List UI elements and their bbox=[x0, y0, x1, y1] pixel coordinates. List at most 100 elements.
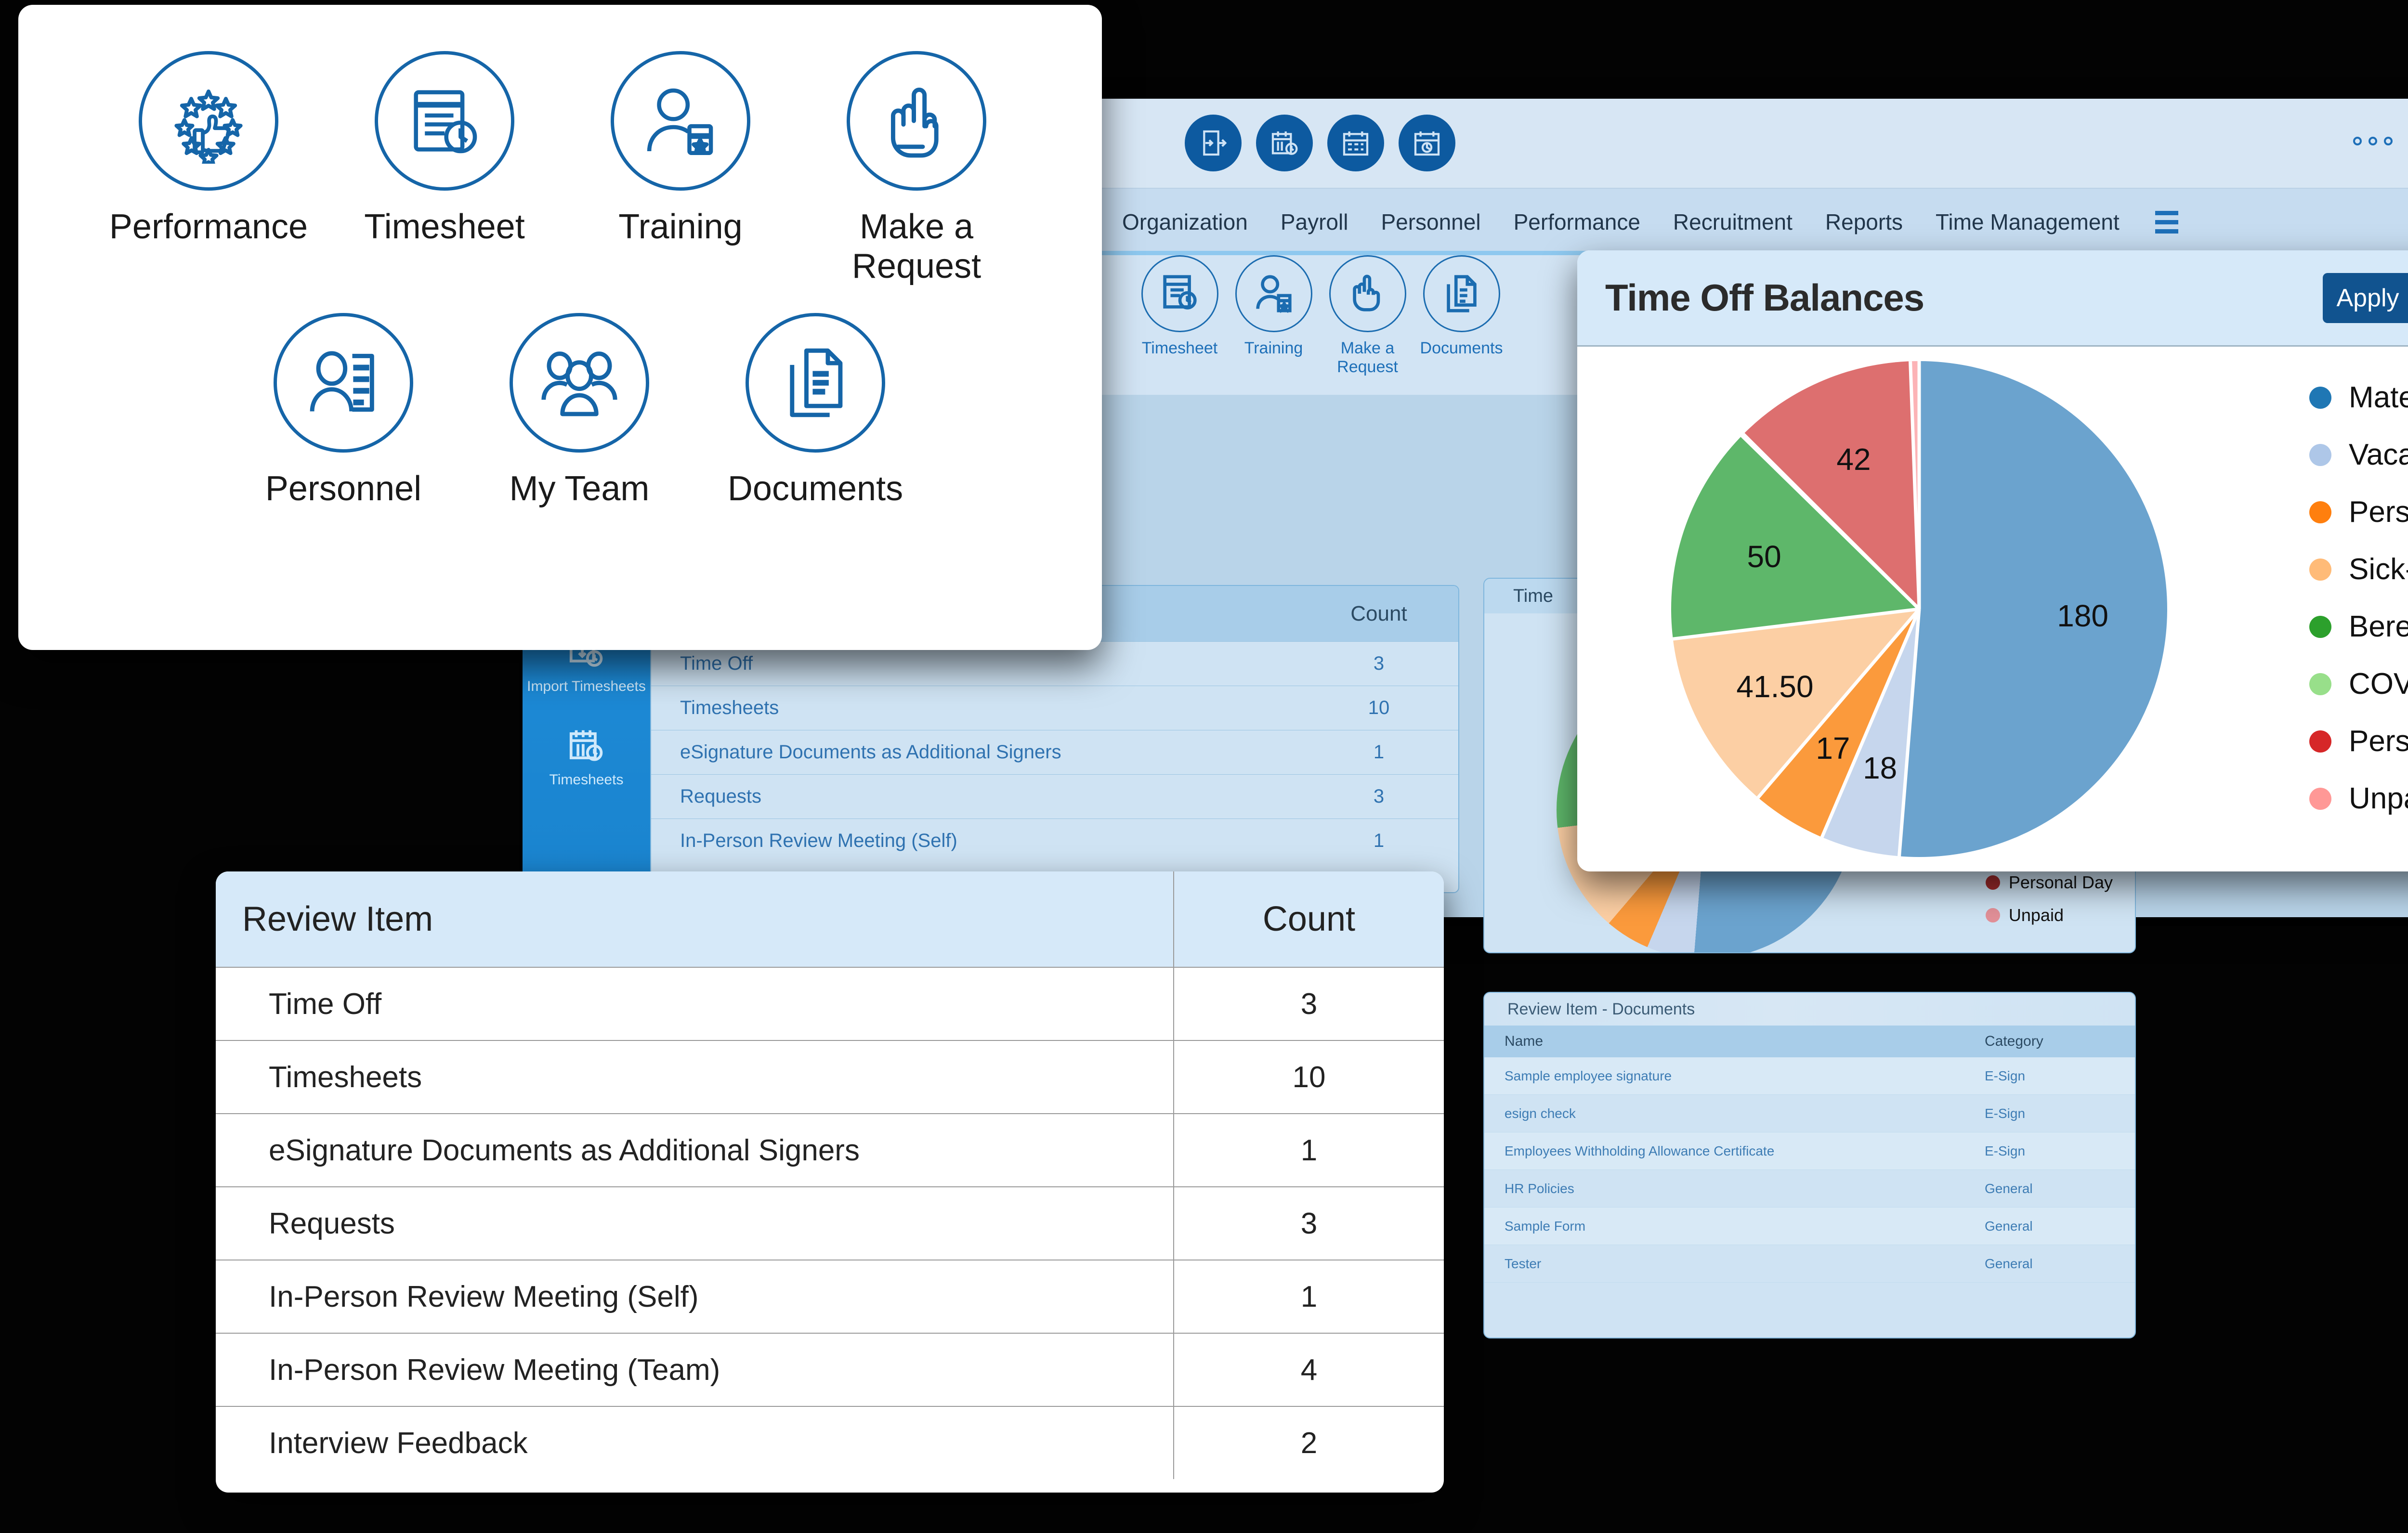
nav-item-payroll[interactable]: Payroll bbox=[1280, 209, 1348, 234]
cell-item: In-Person Review Meeting (Self) bbox=[216, 1260, 1174, 1333]
shortcut-documents[interactable]: Documents bbox=[697, 313, 933, 508]
rail-item-timesheets[interactable]: Timesheets bbox=[523, 725, 650, 789]
shortcut-performance[interactable]: Performance bbox=[91, 51, 327, 286]
rail-item-label: Timesheets bbox=[549, 771, 624, 788]
toolbar-right-group: 354 bbox=[2353, 112, 2408, 170]
legend-swatch-personal-day bbox=[2309, 730, 2331, 753]
pie-value-label: 180 bbox=[2057, 598, 2108, 633]
cell-item: Timesheets bbox=[680, 697, 779, 718]
legend-item[interactable]: Maternity bbox=[2309, 380, 2408, 415]
quick-action-make-a-request[interactable]: Make a Request bbox=[1321, 255, 1414, 377]
cell-count: 3 bbox=[1373, 786, 1385, 807]
legend-item: Personal Day bbox=[1985, 872, 2113, 893]
table-row[interactable]: Timesheets 10 bbox=[216, 1040, 1444, 1113]
app-nav: Organization Payroll Personnel Performan… bbox=[1064, 188, 2408, 255]
list-item[interactable]: HR Policies General bbox=[1484, 1170, 2135, 1208]
table-row[interactable]: eSignature Documents as Additional Signe… bbox=[216, 1113, 1444, 1186]
legend-item[interactable]: Vacation bbox=[2309, 438, 2408, 472]
cell-item: Requests bbox=[216, 1187, 1174, 1260]
nav-item-reports[interactable]: Reports bbox=[1825, 209, 1903, 234]
cell-count: 2 bbox=[1300, 1426, 1318, 1460]
nav-item-personnel[interactable]: Personnel bbox=[1381, 209, 1481, 234]
legend-item[interactable]: Sick-Hour bbox=[2309, 552, 2408, 586]
documents-panel: Review Item - Documents Name Category Sa… bbox=[1483, 992, 2136, 1338]
table-row[interactable]: In-Person Review Meeting (Self) 1 bbox=[216, 1260, 1444, 1333]
table-row[interactable]: eSignature Documents as Additional Signe… bbox=[651, 730, 1458, 774]
col-count: Count bbox=[1262, 900, 1356, 938]
cell-item: In-Person Review Meeting (Self) bbox=[680, 830, 957, 851]
punch-in-icon[interactable] bbox=[1185, 115, 1242, 171]
list-item[interactable]: Sample employee signature E-Sign bbox=[1484, 1057, 2135, 1095]
legend-label: Sick-Hour bbox=[2349, 553, 2408, 586]
page-title: Time Off Balances bbox=[1605, 276, 1924, 319]
quick-action-timesheet[interactable]: Timesheet bbox=[1133, 255, 1227, 358]
legend-item[interactable]: Bereavement bbox=[2309, 610, 2408, 644]
table-row[interactable]: Time Off 3 bbox=[216, 967, 1444, 1040]
nav-item-recruitment[interactable]: Recruitment bbox=[1673, 209, 1793, 234]
legend-swatch-sick-hour bbox=[2309, 558, 2331, 581]
calendar-icon[interactable] bbox=[1327, 115, 1384, 171]
table-row[interactable]: Requests 3 bbox=[216, 1186, 1444, 1260]
legend-label: Vacation bbox=[2349, 438, 2408, 471]
legend-item[interactable]: Personal bbox=[2309, 495, 2408, 529]
doc-category: E-Sign bbox=[1985, 1105, 2026, 1121]
list-item[interactable]: Sample Form General bbox=[1484, 1208, 2135, 1245]
nav-item-organization[interactable]: Organization bbox=[1122, 209, 1248, 234]
shortcut-label: My Team bbox=[509, 469, 650, 508]
quick-action-training[interactable]: Training bbox=[1227, 255, 1321, 358]
nav-item-time-management[interactable]: Time Management bbox=[1935, 209, 2120, 234]
pie-value-label: 42 bbox=[1836, 442, 1871, 477]
shortcut-personnel[interactable]: Personnel bbox=[225, 313, 461, 508]
shortcut-label: Documents bbox=[727, 469, 903, 508]
more-menu-icon[interactable] bbox=[2353, 137, 2393, 145]
table-row[interactable]: Interview Feedback 2 bbox=[216, 1406, 1444, 1479]
quick-action-documents[interactable]: Documents bbox=[1414, 255, 1508, 358]
hand-pointing-up-icon bbox=[1329, 255, 1406, 332]
doc-category: General bbox=[1985, 1181, 2033, 1196]
shortcut-timesheet[interactable]: Timesheet bbox=[327, 51, 563, 286]
table-row[interactable]: Requests 3 bbox=[651, 774, 1458, 818]
quick-action-label: Training bbox=[1244, 339, 1303, 357]
table-header-row: Review Item Count bbox=[216, 871, 1444, 967]
doc-name: Sample employee signature bbox=[1505, 1068, 1672, 1083]
hand-pointing-up-icon bbox=[847, 51, 986, 191]
shortcut-label: Timesheet bbox=[364, 208, 525, 246]
legend-item[interactable]: Unpaid bbox=[2309, 781, 2408, 816]
legend-item[interactable]: COVID 19 bbox=[2309, 667, 2408, 701]
document-clock-icon bbox=[375, 51, 514, 191]
timesheet-clock-icon[interactable] bbox=[1256, 115, 1313, 171]
shortcuts-card: Performance Timesheet bbox=[18, 5, 1102, 650]
cell-item: Time Off bbox=[680, 653, 753, 674]
cell-count: 3 bbox=[1300, 1207, 1318, 1240]
shortcut-my-team[interactable]: My Team bbox=[461, 313, 697, 508]
document-clock-icon bbox=[1141, 255, 1218, 332]
legend-swatch-covid-19 bbox=[2309, 673, 2331, 695]
calendar-refresh-icon[interactable] bbox=[1399, 115, 1455, 171]
nav-item-performance[interactable]: Performance bbox=[1513, 209, 1640, 234]
list-item[interactable]: esign check E-Sign bbox=[1484, 1095, 2135, 1132]
table-row[interactable]: In-Person Review Meeting (Team) 4 bbox=[216, 1333, 1444, 1406]
doc-name: Tester bbox=[1505, 1256, 1542, 1271]
hamburger-icon[interactable] bbox=[2155, 210, 2178, 234]
doc-name: esign check bbox=[1505, 1105, 1576, 1121]
shortcut-label: Performance bbox=[109, 208, 308, 246]
shortcut-training[interactable]: Training bbox=[563, 51, 798, 286]
cell-count: 10 bbox=[1292, 1060, 1326, 1094]
cell-count: 4 bbox=[1300, 1353, 1318, 1387]
apply-for-time-off-button[interactable]: Apply For Time Off bbox=[2323, 273, 2408, 323]
col-review-item: Review Item bbox=[216, 871, 1174, 967]
table-row[interactable]: Timesheets 10 bbox=[651, 686, 1458, 730]
toolbar-icon-group bbox=[1185, 115, 1455, 171]
table-row[interactable]: In-Person Review Meeting (Self) 1 bbox=[651, 818, 1458, 863]
list-item[interactable]: Employees Withholding Allowance Certific… bbox=[1484, 1132, 2135, 1170]
table-row[interactable]: Time Off 3 bbox=[651, 641, 1458, 686]
people-group-icon bbox=[510, 313, 649, 453]
pie-value-label: 41.50 bbox=[1736, 669, 1814, 704]
list-item[interactable]: Tester General bbox=[1484, 1245, 2135, 1283]
shortcut-make-a-request[interactable]: Make a Request bbox=[798, 51, 1034, 286]
rail-item-import-timesheets[interactable]: Import Timesheets bbox=[523, 632, 650, 695]
doc-category: E-Sign bbox=[1985, 1068, 2026, 1083]
review-item-card: Review Item Count Time Off 3 Timesheets 10… bbox=[216, 871, 1444, 1493]
legend-item[interactable]: Personal Day bbox=[2309, 724, 2408, 758]
